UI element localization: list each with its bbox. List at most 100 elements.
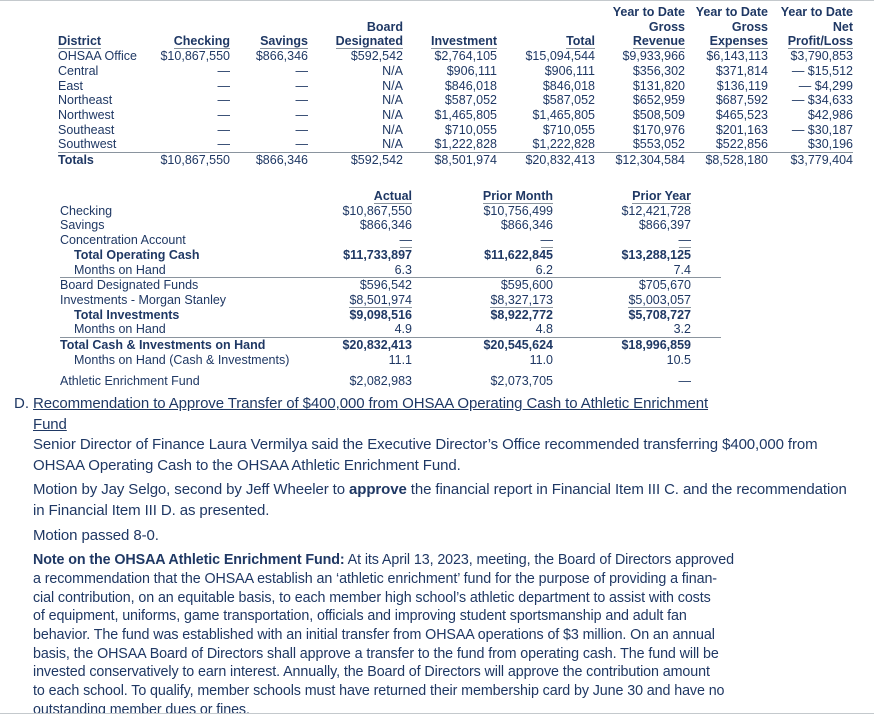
cell: $8,327,173 [490,292,553,308]
cell: $846,018 [542,78,595,93]
section-d: Recommendation to Approve Transfer of $4… [33,394,855,714]
cell: — [217,122,231,137]
cell: Northeast [58,93,113,108]
cell: — $30,187 [791,122,853,137]
cell: $10,867,550 [342,203,412,218]
cell: — [295,63,309,78]
cell: — [295,107,309,122]
section-d-heading-line1: Recommendation to Approve Transfer of $4… [33,395,709,412]
cell: $20,545,624 [483,338,553,353]
cell: 4.8 [412,322,553,339]
col-header: Board [366,19,403,34]
motion-text: the financial report in Financial Item I… [33,481,847,519]
cell: Savings [60,218,105,233]
district-row-southwest: Southwest — — N/A $1,222,828 $1,222,828 … [58,137,853,154]
cell: $1,465,805 [434,107,497,122]
col-header: Year to Date [695,5,768,19]
cell: $2,082,983 [349,374,412,389]
cell: Total Investments [74,307,180,322]
cell: $596,542 [359,278,412,293]
cash-row-total-investments: Total Investments $9,098,516 $8,922,772 … [60,308,721,323]
cell: $6,143,113 [706,49,768,64]
district-row-ohsaa-office: OHSAA Office $10,867,550 $866,346 $592,5… [58,49,853,64]
cell: — [217,63,231,78]
cell: $866,346 [255,49,308,64]
col-header: Revenue [632,34,685,50]
cell: $866,346 [255,153,308,168]
cell: $465,523 [715,107,768,122]
cell: $652,959 [632,93,685,108]
cell: $20,832,413 [525,153,595,168]
cell: $2,764,105 [434,49,497,64]
cell: 4.9 [310,322,412,339]
header-row-sub: Board Gross Gross Net [58,20,853,35]
col-header: Net [832,19,853,34]
cell: — [295,93,309,108]
cell: $13,288,125 [621,247,691,262]
cell: Months on Hand [60,262,310,279]
cash-row-months-investments: Months on Hand 4.9 4.8 3.2 [60,322,721,339]
note-bold-intro: Note on the OHSAA Athletic Enrichment Fu… [33,552,345,569]
note-line: invested conservatively to earn interest… [33,664,710,681]
cell: — [230,137,308,154]
col-header: Savings [260,34,308,50]
cell: $10,756,499 [483,203,553,218]
cell: $170,976 [632,122,685,137]
col-header: Gross [731,19,768,34]
col-header: Designated [335,34,403,50]
cell: Southwest [58,137,138,154]
cell: $201,163 [715,122,768,137]
cell: $20,832,413 [342,338,412,353]
cell: Concentration Account [60,233,186,248]
cell: — $34,633 [791,93,853,108]
cell: N/A [382,78,403,93]
col-header: Profit/Loss [787,34,853,50]
cell: $5,708,727 [628,307,691,322]
cell: $595,600 [500,278,553,293]
cell: — [295,78,309,93]
col-header: Year to Date [780,5,853,19]
col-header: Actual [373,189,412,204]
district-row-east: East — — N/A $846,018 $846,018 $131,820 … [58,79,853,94]
cell: $592,542 [350,49,403,64]
col-header: Total [566,34,595,50]
cell: $9,933,966 [622,49,685,64]
cell: $8,501,974 [434,153,497,168]
section-d-heading-and-intro: Recommendation to Approve Transfer of $4… [33,394,855,476]
note-line: cial contribution, on an equitable basis… [33,589,711,606]
cash-row-athletic-enrichment-fund: Athletic Enrichment Fund $2,082,983 $2,0… [60,367,721,389]
cash-row-checking: Checking $10,867,550 $10,756,499 $12,421… [60,204,721,219]
cell: — [540,233,553,249]
header-row: Actual Prior Month Prior Year [60,189,721,204]
cell: 6.3 [310,262,412,279]
cell: $12,304,584 [615,153,685,168]
cell: — [217,78,231,93]
col-header: Year to Date [612,5,685,19]
cell: $3,790,853 [790,49,853,64]
cash-row-investments-morgan-stanley: Investments - Morgan Stanley $8,501,974 … [60,292,721,308]
cell: Months on Hand (Cash & Investments) [74,352,290,367]
cell: $1,222,828 [497,137,595,154]
cell: $12,421,728 [621,203,691,218]
note-line: behavior. The fund was established with … [33,626,715,643]
section-d-paragraph: Senior Director of Finance Laura Vermily… [33,436,818,474]
cell: N/A [308,137,403,154]
cell: Southeast [58,122,115,137]
cell: 3.2 [553,322,691,339]
note-line: Note on the OHSAA Athletic Enrichment Fu… [33,551,855,570]
cash-row-months-operating: Months on Hand 6.3 6.2 7.4 [60,262,721,279]
cell: $710,055 [444,122,497,137]
note-line: to each school. To qualify, member schoo… [33,683,725,700]
cell: $10,867,550 [160,49,230,64]
cell: $866,397 [638,218,691,233]
cell: Checking [60,203,113,218]
col-header: District [58,34,102,50]
note-line: outstanding member dues or fines. [33,701,250,714]
cell: Total Operating Cash [74,247,200,262]
cell: Total Cash & Investments on Hand [60,338,266,353]
cash-summary-table: Actual Prior Month Prior Year Checking $… [60,189,721,389]
cell: $705,670 [638,278,691,293]
header-row-main: District Checking Savings Designated Inv… [58,34,853,50]
note-line: of equipment, uniforms, game transportat… [33,608,687,625]
cell: Totals [58,153,94,168]
